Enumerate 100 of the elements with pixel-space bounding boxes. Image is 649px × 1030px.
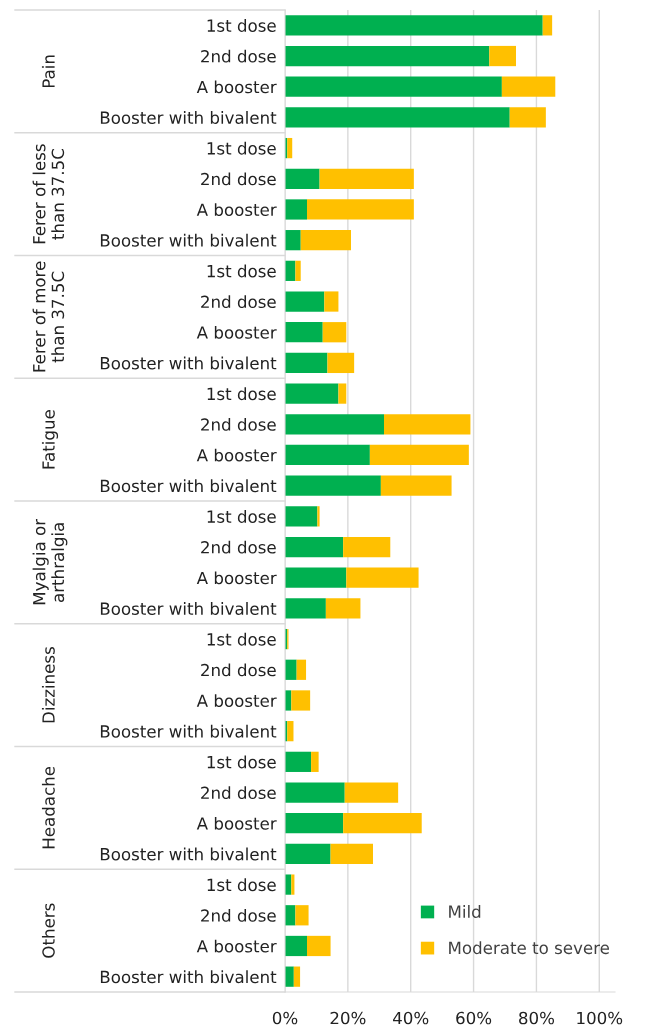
bar <box>542 15 553 36</box>
x-tick-label: 60% <box>456 1011 492 1025</box>
y-tick-label: 2nd dose <box>201 908 276 922</box>
text: Ferer of less than 37.5C <box>32 144 65 244</box>
bar <box>285 935 307 957</box>
text: Fatigue <box>41 410 59 469</box>
y-tick-label: 1st dose <box>207 632 276 646</box>
bar <box>285 966 294 987</box>
bar <box>285 230 301 251</box>
bar <box>285 107 510 128</box>
text: Pain <box>41 55 55 88</box>
x-tick-label: 20% <box>330 1011 366 1025</box>
bar <box>501 76 556 97</box>
y-tick-label: Booster with bivalent <box>100 111 277 124</box>
bar <box>285 475 381 496</box>
bar <box>285 751 312 772</box>
bar <box>489 45 516 67</box>
y-tick-label: 2nd dose <box>201 663 276 677</box>
bar <box>311 751 319 772</box>
bar <box>384 414 471 435</box>
y-tick-label: 1st dose <box>207 878 276 892</box>
text: Dizziness <box>41 647 55 723</box>
bar <box>285 168 320 189</box>
y-tick-label: 1st dose <box>207 141 276 155</box>
bar <box>300 230 351 251</box>
x-tick-label: 80% <box>519 1011 555 1025</box>
bar <box>295 260 301 281</box>
bar <box>285 352 328 374</box>
y-tick-label: Booster with bivalent <box>100 847 277 861</box>
y-tick-label: Booster with bivalent <box>100 724 277 738</box>
bar <box>369 444 469 466</box>
bar <box>344 782 399 803</box>
bar <box>285 414 384 435</box>
bar <box>285 536 344 558</box>
bar <box>285 843 331 865</box>
bar <box>330 843 373 865</box>
bar <box>285 76 502 97</box>
bar <box>285 45 490 67</box>
text: Ferer of more than 37.5C <box>32 261 65 372</box>
bar <box>285 567 347 588</box>
text: Others <box>41 903 55 958</box>
bar <box>287 137 293 159</box>
bar <box>338 383 347 404</box>
y-tick-label: 2nd dose <box>201 540 276 554</box>
y-tick-label: Booster with bivalent <box>100 479 277 493</box>
bar <box>287 721 294 742</box>
y-tick-label: 1st dose <box>207 387 276 401</box>
bar <box>324 291 339 312</box>
bar <box>307 935 331 957</box>
y-tick-label: 1st dose <box>207 510 276 523</box>
y-tick-label: 2nd dose <box>201 49 276 63</box>
y-tick-label: 1st dose <box>207 19 276 32</box>
bar <box>285 813 344 834</box>
bar <box>285 506 318 527</box>
bar <box>509 107 546 128</box>
text: Myalgia or arthralgia <box>32 518 68 605</box>
y-tick-label: A booster <box>196 80 277 94</box>
bar <box>291 690 311 711</box>
bar <box>285 322 323 343</box>
y-tick-label: A booster <box>196 203 277 217</box>
y-tick-label: Booster with bivalent <box>100 356 277 370</box>
bar <box>291 874 295 895</box>
bar <box>322 322 347 343</box>
bar <box>285 782 345 803</box>
bar <box>285 659 297 680</box>
text: Headache <box>41 766 55 849</box>
bar <box>285 383 339 404</box>
y-tick-label: A booster <box>196 816 277 830</box>
bar <box>327 352 355 374</box>
bar <box>296 659 307 680</box>
bar <box>325 598 361 619</box>
y-tick-label: 2nd dose <box>201 417 276 431</box>
bar <box>317 506 320 527</box>
x-tick-label: 0% <box>272 1011 298 1025</box>
bar <box>380 475 452 496</box>
y-tick-label: A booster <box>196 325 277 339</box>
y-tick-label: A booster <box>196 571 277 585</box>
y-tick-label: 1st dose <box>207 264 276 278</box>
y-tick-label: A booster <box>196 939 277 953</box>
bar <box>285 291 325 312</box>
y-tick-label: Booster with bivalent <box>100 233 277 247</box>
bar <box>285 598 326 619</box>
bar <box>343 813 422 834</box>
y-tick-label: 1st dose <box>207 755 276 769</box>
y-tick-label: A booster <box>196 694 277 708</box>
legend-label: Mild <box>449 905 481 918</box>
bar <box>307 199 414 220</box>
bar <box>343 536 391 558</box>
x-tick-label: 40% <box>393 1011 429 1025</box>
bar <box>346 567 419 588</box>
x-tick-label: 100% <box>577 1011 623 1025</box>
bar <box>285 199 307 220</box>
legend-label: Moderate to severe <box>449 941 610 955</box>
y-tick-label: 2nd dose <box>201 786 276 800</box>
bar <box>319 168 414 189</box>
bar <box>295 905 309 926</box>
y-tick-label: Booster with bivalent <box>100 970 277 984</box>
bar <box>293 966 301 987</box>
bar <box>285 444 370 466</box>
bar <box>285 15 543 36</box>
